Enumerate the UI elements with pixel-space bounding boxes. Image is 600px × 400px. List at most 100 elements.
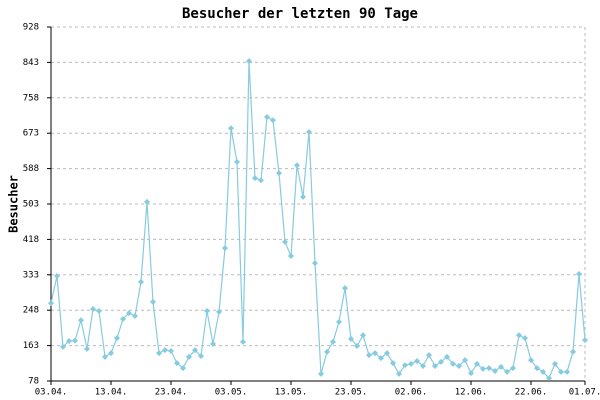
point: [480, 365, 486, 372]
point: [366, 352, 372, 359]
chart-title: Besucher der letzten 90 Tage: [182, 6, 418, 22]
y-tick-label: 418: [23, 235, 39, 245]
line: [50, 61, 586, 380]
x-tick-label: 22.06.: [515, 388, 548, 398]
point: [426, 352, 432, 359]
point: [318, 370, 324, 377]
point: [474, 360, 480, 367]
point: [570, 348, 576, 355]
point: [210, 340, 216, 347]
point: [252, 175, 258, 182]
point: [72, 337, 78, 344]
x-tick-label: 13.05.: [275, 388, 308, 398]
point: [66, 338, 72, 345]
point: [246, 58, 252, 65]
point: [528, 357, 534, 364]
point: [330, 338, 336, 345]
point: [360, 332, 366, 339]
point: [324, 348, 330, 355]
point: [294, 162, 300, 169]
point: [384, 350, 390, 357]
point: [288, 253, 294, 260]
point: [342, 285, 348, 292]
point: [450, 360, 456, 367]
y-axis-label: Besucher: [7, 175, 21, 233]
point: [216, 308, 222, 315]
point: [90, 305, 96, 312]
point: [522, 335, 528, 342]
x-tick-label: 03.04.: [35, 388, 68, 398]
point: [180, 365, 186, 372]
point: [120, 315, 126, 322]
x-tick-label: 02.06.: [395, 388, 428, 398]
point: [348, 335, 354, 342]
point: [408, 360, 414, 367]
point: [228, 125, 234, 132]
point: [204, 308, 210, 315]
point: [240, 338, 246, 345]
point: [396, 370, 402, 377]
point: [60, 343, 66, 350]
y-tick-label: 248: [23, 306, 39, 316]
point: [576, 270, 582, 277]
point: [354, 343, 360, 350]
y-tick-label: 758: [23, 93, 39, 103]
point: [504, 368, 510, 375]
y-tick-label: 163: [23, 341, 39, 351]
point: [336, 318, 342, 325]
point: [174, 360, 180, 367]
y-tick-label: 843: [23, 58, 39, 68]
point: [270, 117, 276, 124]
point: [516, 332, 522, 339]
point: [486, 365, 492, 372]
point: [372, 350, 378, 357]
y-tick-label: 588: [23, 164, 39, 174]
point: [306, 128, 312, 135]
point: [552, 360, 558, 367]
point: [198, 353, 204, 360]
point: [558, 368, 564, 375]
point: [192, 347, 198, 354]
y-tick-label: 673: [23, 129, 39, 139]
point: [48, 300, 54, 307]
x-tick-label: 23.04.: [155, 388, 188, 398]
y-tick-label: 78: [28, 377, 39, 387]
point: [582, 337, 588, 344]
point: [138, 278, 144, 285]
y-tick-label: 503: [23, 200, 39, 210]
point: [282, 238, 288, 245]
point: [456, 363, 462, 370]
point: [462, 357, 468, 364]
point: [132, 313, 138, 320]
point: [438, 358, 444, 365]
point: [390, 360, 396, 367]
point: [114, 335, 120, 342]
point: [108, 350, 114, 357]
point: [546, 375, 552, 382]
point: [264, 113, 270, 120]
point: [414, 358, 420, 365]
point: [540, 368, 546, 375]
point: [222, 245, 228, 252]
point: [492, 368, 498, 375]
point: [186, 353, 192, 360]
point: [378, 355, 384, 362]
point: [150, 298, 156, 305]
x-tick-label: 12.06.: [455, 388, 488, 398]
point: [402, 362, 408, 369]
point: [54, 273, 60, 280]
point: [444, 353, 450, 360]
y-tick-label: 928: [23, 23, 39, 33]
point: [420, 363, 426, 370]
point: [468, 370, 474, 377]
point: [312, 260, 318, 267]
point: [534, 365, 540, 372]
point: [564, 368, 570, 375]
point: [510, 365, 516, 372]
point: [300, 193, 306, 200]
point: [102, 353, 108, 360]
point: [498, 363, 504, 370]
point: [144, 198, 150, 205]
point: [276, 170, 282, 177]
